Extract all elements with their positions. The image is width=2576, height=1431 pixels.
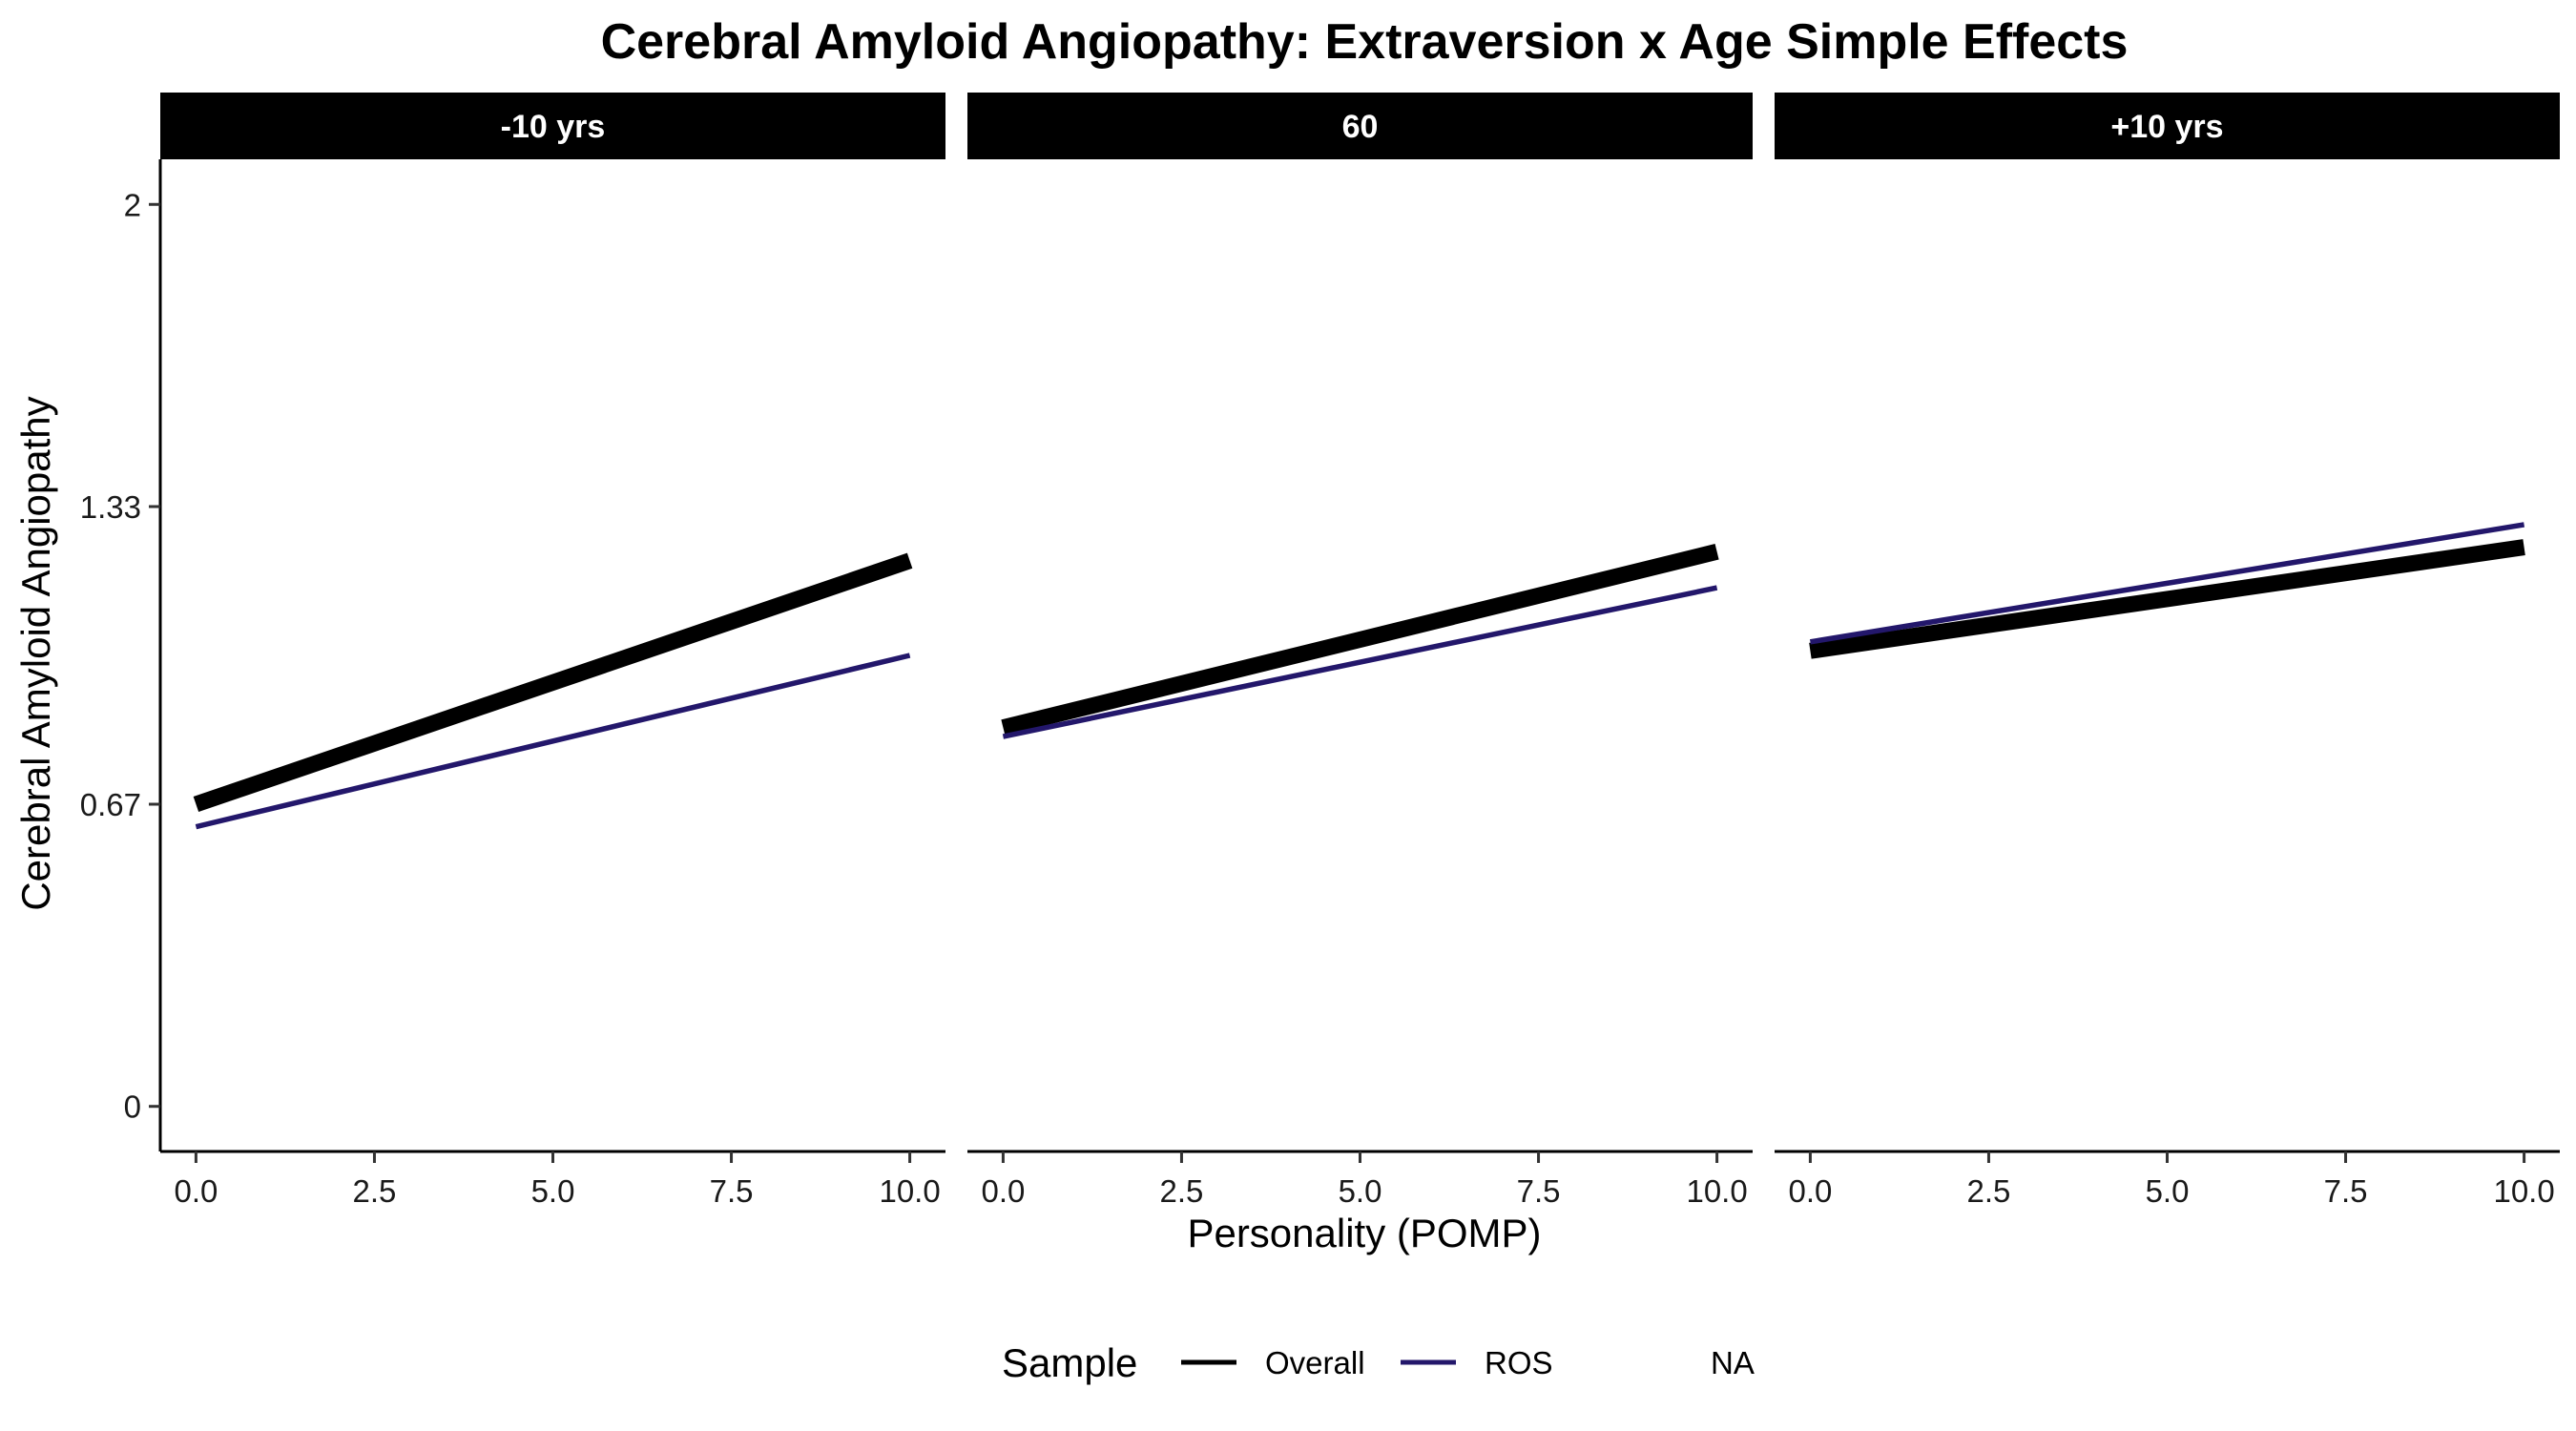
facet-panel: 60 0.0 2.5 5.0 7.5 10.0 (967, 93, 1753, 1209)
x-tick-label: 2.5 (353, 1173, 397, 1209)
y-tick-label: 0 (124, 1089, 141, 1125)
x-tick-label: 2.5 (1160, 1173, 1204, 1209)
legend-entry: Overall (1181, 1345, 1365, 1380)
facet-strip (1775, 93, 2560, 159)
x-tick-label: 5.0 (1339, 1173, 1382, 1209)
x-tick-label: 0.0 (981, 1173, 1025, 1209)
facet-strip-label: +10 yrs (2110, 109, 2223, 145)
legend-label: ROS (1485, 1345, 1553, 1380)
series-line-ros (1002, 585, 1718, 739)
y-axis-title: Cerebral Amyloid Angiopathy (13, 396, 58, 910)
legend-entry: ROS (1401, 1345, 1553, 1380)
facet-panel: -10 yrs 0.0 2.5 5.0 7.5 10.0 (160, 93, 945, 1209)
x-tick-label: 5.0 (2146, 1173, 2190, 1209)
series-line-overall (1001, 544, 1719, 736)
series-line-ros (195, 653, 911, 830)
x-tick-label: 10.0 (1686, 1173, 1747, 1209)
chart-title: Cerebral Amyloid Angiopathy: Extraversio… (601, 14, 2129, 70)
series-line-overall (1809, 539, 2525, 659)
x-tick-label: 0.0 (174, 1173, 218, 1209)
legend-label: Overall (1265, 1345, 1365, 1380)
x-tick-label: 7.5 (2324, 1173, 2368, 1209)
facet-strip (967, 93, 1753, 159)
legend-entry: NA (1627, 1345, 1755, 1380)
x-tick-label: 10.0 (2493, 1173, 2554, 1209)
y-tick-label: 0.67 (80, 787, 141, 822)
legend: Sample Overall ROS NA (1002, 1340, 1755, 1385)
facet-strip-label: -10 yrs (501, 109, 606, 145)
legend-label: NA (1711, 1345, 1755, 1380)
x-tick-label: 0.0 (1788, 1173, 1832, 1209)
facet-strip-label: 60 (1342, 109, 1379, 145)
series-line-overall (193, 552, 913, 813)
x-axis-title: Personality (POMP) (1187, 1211, 1541, 1255)
x-tick-label: 2.5 (1967, 1173, 2011, 1209)
facet-panels: -10 yrs 0.0 2.5 5.0 7.5 10.0 60 0.0 2.5 5.0 7.5 10.… (160, 93, 2560, 1209)
series-line-ros (1809, 522, 2525, 645)
x-tick-label: 10.0 (879, 1173, 940, 1209)
y-tick-label: 2 (124, 187, 141, 222)
y-tick-label: 1.33 (80, 489, 141, 525)
legend-title: Sample (1002, 1340, 1137, 1385)
x-tick-label: 7.5 (1517, 1173, 1561, 1209)
y-axis: 0 0.67 1.33 2 (80, 159, 162, 1151)
x-tick-label: 5.0 (531, 1173, 575, 1209)
facet-panel: +10 yrs 0.0 2.5 5.0 7.5 10.0 (1775, 93, 2560, 1209)
x-tick-label: 7.5 (710, 1173, 754, 1209)
facet-strip (160, 93, 945, 159)
